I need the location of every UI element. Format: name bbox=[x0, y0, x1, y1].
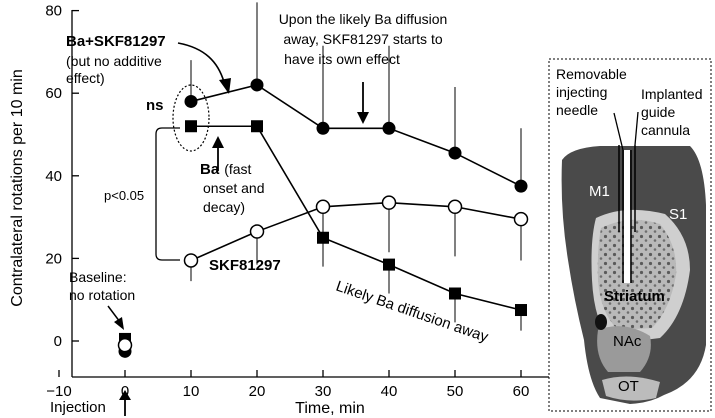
ba-skf-arrowhead bbox=[219, 78, 231, 94]
series-line-filled-square bbox=[191, 125, 522, 311]
series-line-open-circle bbox=[190, 201, 522, 262]
ba-label: Ba (fast bbox=[200, 161, 252, 178]
x-tick-label: 20 bbox=[249, 383, 266, 400]
x-ticks: −100102030405060 bbox=[46, 370, 529, 400]
implanted-pointer bbox=[634, 111, 639, 146]
data-point-open-circle bbox=[381, 195, 397, 210]
ba-sub2: onset and bbox=[203, 180, 265, 196]
needle bbox=[618, 145, 636, 283]
p-value: p<0.05 bbox=[104, 188, 144, 203]
removable-label-3: needle bbox=[556, 102, 598, 118]
data-point-square bbox=[515, 304, 527, 317]
m1-label: M1 bbox=[589, 183, 610, 200]
upon-line-1: Upon the likely Ba diffusion bbox=[279, 11, 448, 27]
ba-skf-sub2: effect) bbox=[66, 70, 105, 86]
ventricle bbox=[595, 314, 607, 330]
data-point-square bbox=[317, 231, 329, 244]
brain-section bbox=[561, 146, 706, 404]
implanted-label-3: cannula bbox=[641, 122, 690, 138]
x-tick-label: −10 bbox=[46, 383, 71, 400]
diffusion-label: Likely Ba diffusion away bbox=[334, 278, 491, 346]
ot-region bbox=[602, 376, 660, 401]
data-point-filled-circle bbox=[382, 121, 396, 135]
data-point-square bbox=[449, 287, 461, 300]
nac-label: NAc bbox=[613, 333, 642, 350]
data-point-filled-circle bbox=[184, 94, 198, 108]
plot-area bbox=[117, 2, 529, 358]
x-tick-label: 50 bbox=[447, 383, 464, 400]
data-point-filled-circle bbox=[250, 78, 264, 92]
y-tick-label: 0 bbox=[54, 333, 62, 350]
ba-skf-title: Ba+SKF81297 bbox=[66, 33, 166, 50]
ba-sub1: (fast bbox=[224, 161, 251, 177]
series-line-filled-circle bbox=[190, 84, 522, 187]
injection-arrowhead bbox=[119, 390, 131, 400]
striatum-label: Striatum bbox=[604, 288, 665, 305]
removable-label-1: Removable bbox=[556, 66, 627, 82]
data-point-square bbox=[251, 120, 263, 133]
ba-arrowhead bbox=[212, 136, 224, 148]
annotations: Ba+SKF81297 (but no additive effect) ns … bbox=[50, 11, 491, 416]
x-tick-label: 40 bbox=[381, 383, 398, 400]
y-tick-label: 40 bbox=[45, 168, 62, 185]
nac-region bbox=[597, 326, 651, 372]
data-point-square bbox=[383, 258, 395, 271]
s1-label: S1 bbox=[669, 206, 687, 223]
x-tick-label: 30 bbox=[315, 383, 332, 400]
data-point-open-circle bbox=[249, 224, 265, 239]
data-point-filled-circle bbox=[448, 146, 462, 160]
implanted-label-2: guide bbox=[641, 104, 675, 120]
ba-skf-sub1: (but no additive bbox=[66, 53, 162, 69]
ba-skf-arrow bbox=[177, 42, 225, 83]
baseline-arrowhead bbox=[114, 317, 124, 330]
axes: 0 20 40 60 80 −10 0 10 20 30 40 50 60 bbox=[45, 3, 555, 400]
y-tick-label: 80 bbox=[45, 3, 62, 20]
removable-pointer bbox=[613, 112, 624, 151]
x-tick-label: 60 bbox=[513, 383, 530, 400]
upon-line-2: away, SKF81297 starts to bbox=[283, 31, 442, 47]
ns-ellipse bbox=[172, 84, 210, 152]
injection-label: Injection bbox=[50, 399, 106, 416]
ot-label: OT bbox=[618, 378, 639, 395]
data-point-square bbox=[185, 120, 197, 133]
data-point-open-circle bbox=[117, 337, 133, 353]
p-bracket bbox=[155, 127, 180, 261]
y-tick-label: 60 bbox=[45, 85, 62, 102]
x-tick-label: 10 bbox=[183, 383, 200, 400]
brain-inset: Removable injecting needle Implanted gui… bbox=[548, 58, 712, 412]
baseline-label-2: no rotation bbox=[69, 287, 135, 303]
x-axis-title: Time, min bbox=[295, 400, 365, 417]
data-point-open-circle bbox=[447, 199, 463, 215]
data-point-filled-circle bbox=[316, 121, 330, 135]
ba-sub3: decay) bbox=[203, 199, 245, 215]
baseline-label-1: Baseline: bbox=[69, 269, 127, 285]
implanted-label-1: Implanted bbox=[641, 86, 702, 102]
baseline-arrow bbox=[107, 305, 121, 323]
removable-label-2: injecting bbox=[556, 84, 607, 100]
data-point-filled-circle bbox=[514, 179, 528, 193]
data-point-open-circle bbox=[315, 199, 331, 215]
data-point-open-circle bbox=[183, 253, 199, 268]
data-point-open-circle bbox=[513, 211, 529, 227]
y-axis-title: Contralateral rotations per 10 min bbox=[9, 69, 26, 306]
upon-line-3: have its own effect bbox=[284, 51, 400, 67]
upon-arrowhead bbox=[357, 112, 369, 124]
y-ticks: 0 20 40 60 80 bbox=[45, 3, 79, 350]
y-tick-label: 20 bbox=[45, 250, 62, 267]
striatum-region bbox=[597, 219, 677, 330]
ba-label-bold: Ba bbox=[200, 161, 220, 178]
skf-label: SKF81297 bbox=[209, 257, 281, 274]
ns-label: ns bbox=[146, 97, 164, 114]
